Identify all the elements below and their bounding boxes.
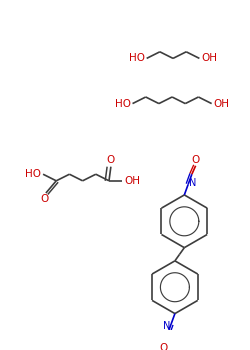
Text: OH: OH — [214, 99, 230, 108]
Text: O: O — [41, 194, 49, 204]
Text: N: N — [189, 178, 196, 188]
Text: O: O — [192, 155, 200, 165]
Text: HO: HO — [115, 99, 131, 108]
Text: O: O — [107, 155, 115, 165]
Text: OH: OH — [201, 54, 217, 63]
Text: O: O — [160, 343, 168, 350]
Text: N: N — [163, 321, 170, 331]
Text: HO: HO — [25, 169, 41, 179]
Text: HO: HO — [129, 54, 145, 63]
Text: OH: OH — [124, 176, 140, 186]
